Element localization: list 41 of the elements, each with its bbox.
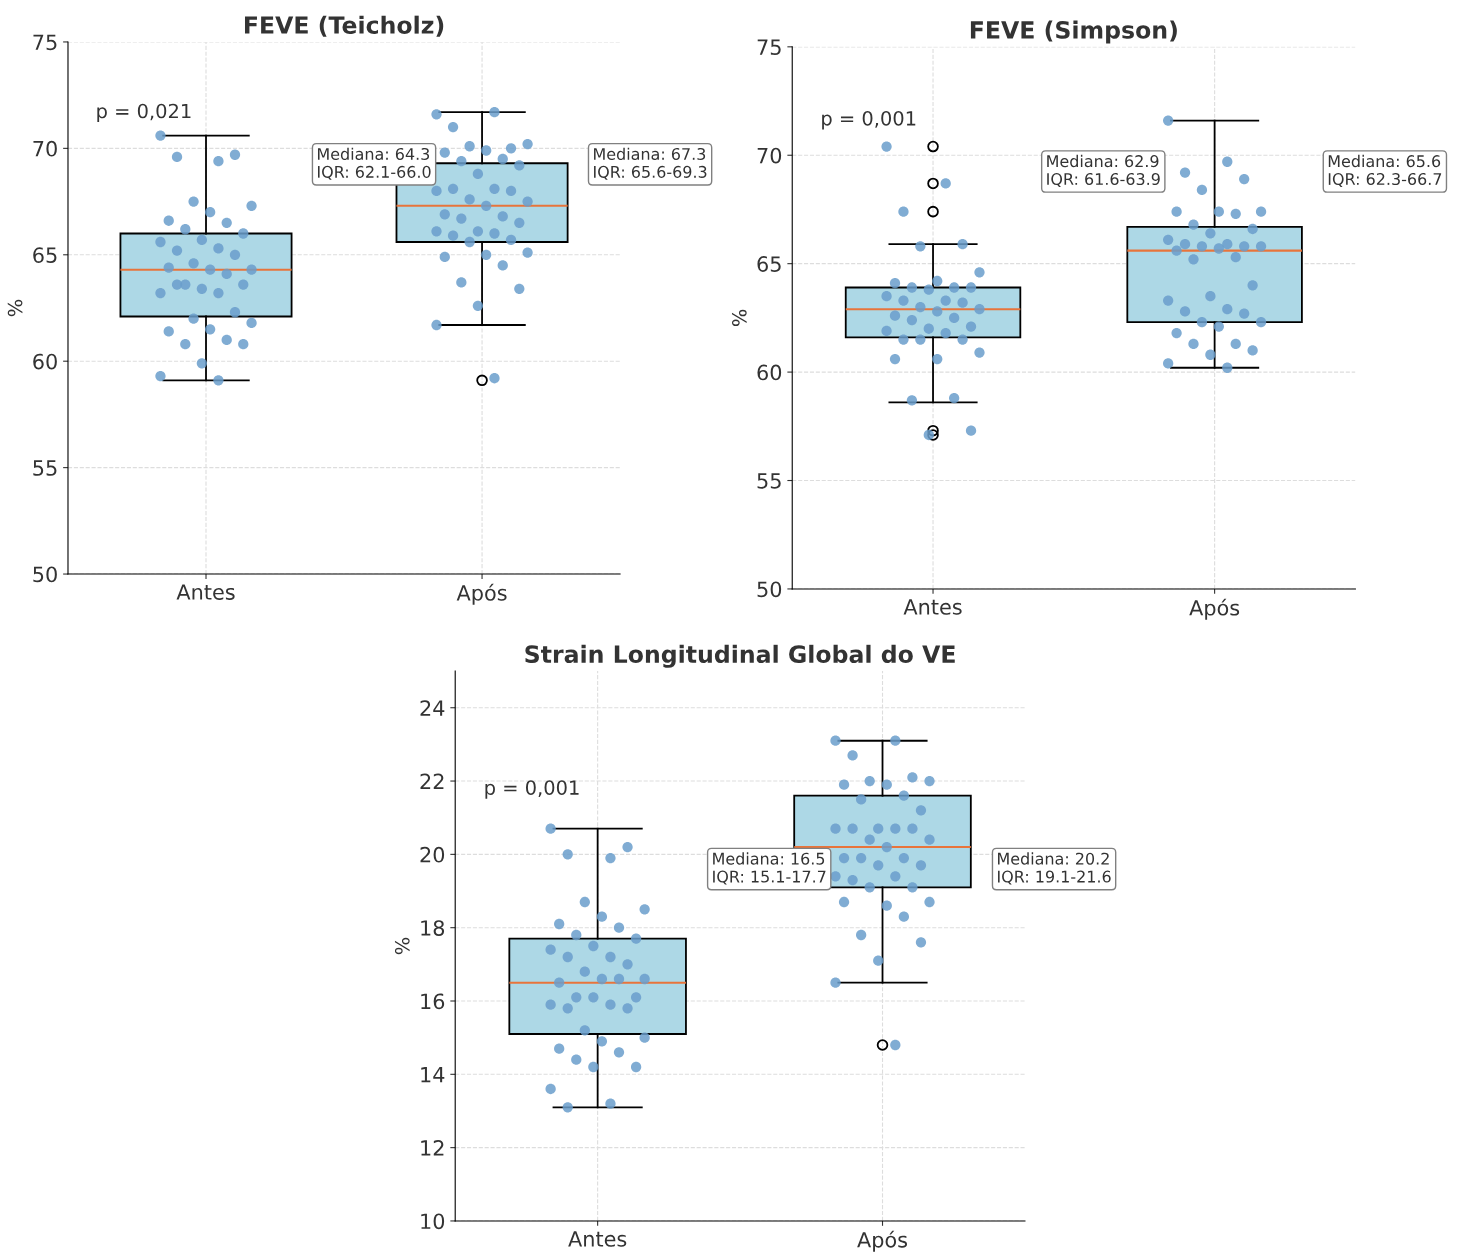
chart-title: Strain Longitudinal Global do VE (525, 644, 955, 668)
annotation: p = 0,021 (97, 103, 191, 123)
y-tick-label: 70 (757, 147, 782, 164)
y-axis-title: % (7, 299, 23, 317)
x-tick-label: Após (456, 583, 507, 605)
y-tick-label: 22 (420, 773, 444, 789)
y-tick-label: 50 (33, 566, 57, 583)
annotation: p = 0,001 (485, 780, 579, 799)
annotation: Mediana: 16.5 IQR: 15.1-17.7 (713, 852, 826, 885)
y-tick-label: 20 (420, 846, 445, 863)
annotation: Mediana: 62.9 IQR: 61.6-63.9 (1047, 154, 1160, 187)
annotation: Mediana: 20.2 IQR: 19.1-21.6 (998, 852, 1111, 885)
annotation: p = 0,001 (822, 110, 916, 130)
annotation: Mediana: 67.3 IQR: 65.6-69.3 (594, 147, 707, 180)
y-tick-label: 55 (33, 460, 57, 476)
annotation: Mediana: 64.3 IQR: 62.1-66.0 (318, 147, 431, 180)
y-axis-title: % (394, 937, 410, 955)
y-tick-label: 75 (33, 34, 57, 51)
y-tick-label: 70 (33, 140, 57, 157)
y-tick-label: 50 (757, 581, 782, 598)
x-tick-label: Após (857, 1230, 908, 1252)
x-tick-label: Após (1189, 598, 1240, 620)
chart-title: FEVE (Simpson) (970, 20, 1177, 44)
x-tick-label: Antes (568, 1231, 627, 1247)
y-axis-title: % (731, 309, 747, 327)
y-tick-label: 18 (421, 920, 445, 936)
y-tick-label: 12 (421, 1140, 444, 1156)
annotation: Mediana: 65.6 IQR: 62.3-66.7 (1328, 154, 1442, 187)
y-tick-label: 75 (757, 39, 781, 56)
y-tick-label: 60 (33, 353, 57, 370)
x-tick-label: Antes (903, 599, 962, 615)
x-tick-label: Antes (176, 584, 235, 600)
y-tick-label: 24 (420, 700, 445, 716)
y-tick-label: 60 (757, 364, 782, 381)
y-tick-label: 55 (757, 473, 781, 489)
y-tick-label: 14 (421, 1067, 445, 1083)
y-tick-label: 16 (421, 993, 445, 1010)
chart-title: FEVE (Teicholz) (244, 15, 444, 37)
y-tick-label: 10 (421, 1213, 445, 1230)
y-tick-label: 65 (757, 256, 781, 272)
y-tick-label: 65 (33, 247, 57, 263)
